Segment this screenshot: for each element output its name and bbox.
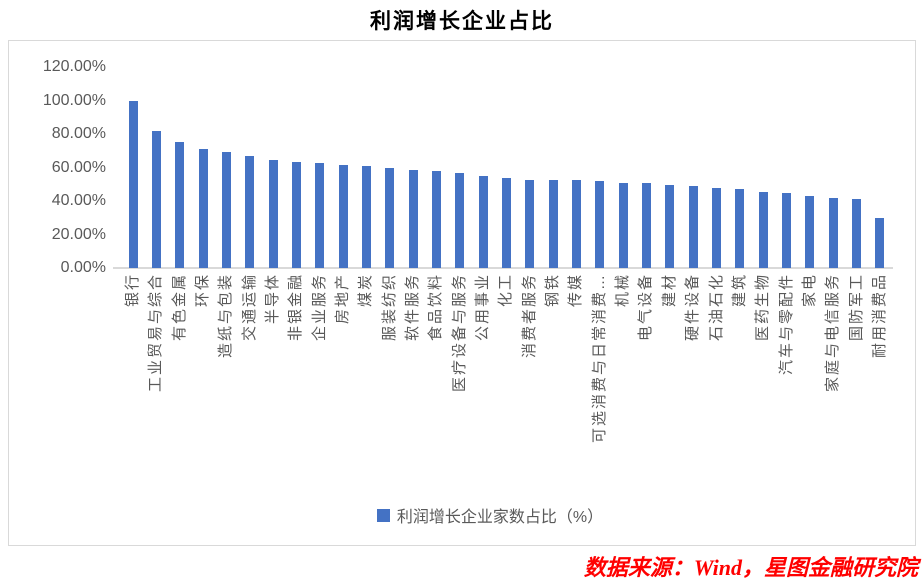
y-tick-label: 20.00%	[51, 225, 106, 243]
bar	[875, 217, 885, 268]
x-category-label: 企业服务	[310, 272, 328, 341]
bar	[595, 180, 605, 268]
x-category-label: 半导体	[264, 272, 282, 324]
bar	[735, 189, 745, 268]
chart-title: 利润增长企业占比	[370, 10, 554, 33]
x-category-label: 软件服务	[404, 272, 422, 341]
x-category-label: 工业贸易与综合	[147, 272, 165, 392]
x-category-label: 石油石化	[707, 272, 725, 341]
x-category-label: 耐用消费品	[870, 272, 888, 358]
x-category-label: 非银金融	[287, 272, 305, 341]
x-category-label: 造纸与包装	[217, 272, 235, 358]
x-category-label: 传媒	[567, 272, 585, 307]
x-category-label: 医药生物	[754, 272, 772, 341]
source-note: 数据来源：Wind，星图金融研究院	[583, 555, 918, 580]
bar	[548, 180, 558, 268]
x-category-label: 医疗设备与服务	[450, 272, 468, 392]
x-category-label: 消费者服务	[520, 272, 538, 358]
x-category-label: 煤炭	[357, 272, 375, 307]
bar	[338, 164, 348, 268]
bar	[828, 197, 838, 268]
bar	[431, 170, 441, 268]
x-category-label: 家庭与电信服务	[824, 272, 842, 392]
x-category-label: 服装纺织	[380, 272, 398, 341]
y-tick-label: 60.00%	[51, 158, 106, 176]
bar	[245, 155, 255, 268]
x-category-label: 建筑	[730, 272, 748, 307]
x-category-label: 房地产	[334, 272, 352, 324]
bar	[571, 180, 581, 268]
bar	[712, 188, 721, 268]
x-category-label: 国防军工	[847, 272, 865, 341]
x-category-label: 机械	[614, 272, 632, 307]
legend-label: 利润增长企业家数占比（%）	[396, 509, 604, 526]
bar	[618, 183, 628, 268]
x-category-label: 食品饮料	[427, 272, 445, 341]
x-category-label: 可选消费与日常消费…	[590, 272, 608, 443]
bar	[221, 152, 231, 268]
x-axis-line	[113, 267, 893, 269]
bar	[151, 130, 161, 268]
legend-swatch	[376, 508, 390, 522]
y-tick-label: 0.00%	[60, 259, 106, 276]
bar	[291, 161, 301, 268]
chart-frame: 120.00% 100.00% 80.00% 60.00% 40.00% 20.00% 0.…	[8, 40, 916, 546]
x-category-label: 公用事业	[474, 272, 492, 341]
x-category-label: 电气设备	[637, 272, 655, 341]
bar	[268, 159, 278, 268]
x-category-label: 交通运输	[240, 272, 258, 341]
x-category-label: 钢铁	[544, 272, 562, 307]
bar	[501, 177, 511, 268]
bar	[385, 167, 395, 268]
bar	[128, 100, 138, 268]
bar	[361, 165, 371, 268]
bar	[455, 172, 465, 268]
bar	[805, 195, 815, 268]
bar	[478, 175, 488, 268]
bar	[782, 193, 792, 268]
y-tick-label: 100.00%	[42, 91, 106, 109]
x-category-label: 有色金属	[170, 272, 188, 341]
x-category-label: 硬件设备	[684, 272, 702, 341]
bar	[175, 142, 185, 268]
bar	[315, 163, 325, 268]
bar	[852, 199, 862, 268]
y-tick-label: 120.00%	[42, 58, 106, 75]
bar	[408, 170, 418, 268]
bar	[758, 191, 768, 268]
bar	[198, 149, 208, 268]
legend: 利润增长企业家数占比（%）	[37, 503, 924, 527]
x-category-label: 家电	[800, 272, 818, 307]
bar	[525, 180, 535, 268]
y-tick-label: 40.00%	[51, 192, 106, 209]
y-tick-label: 80.00%	[51, 125, 106, 142]
x-category-label: 化工	[497, 272, 515, 307]
bar	[665, 185, 675, 268]
x-category-label: 建材	[660, 272, 678, 307]
x-category-label: 汽车与零配件	[777, 272, 795, 375]
bar	[688, 185, 698, 268]
x-category-label: 银行	[124, 272, 141, 307]
bar	[641, 183, 651, 268]
x-category-label: 环保	[194, 272, 212, 307]
